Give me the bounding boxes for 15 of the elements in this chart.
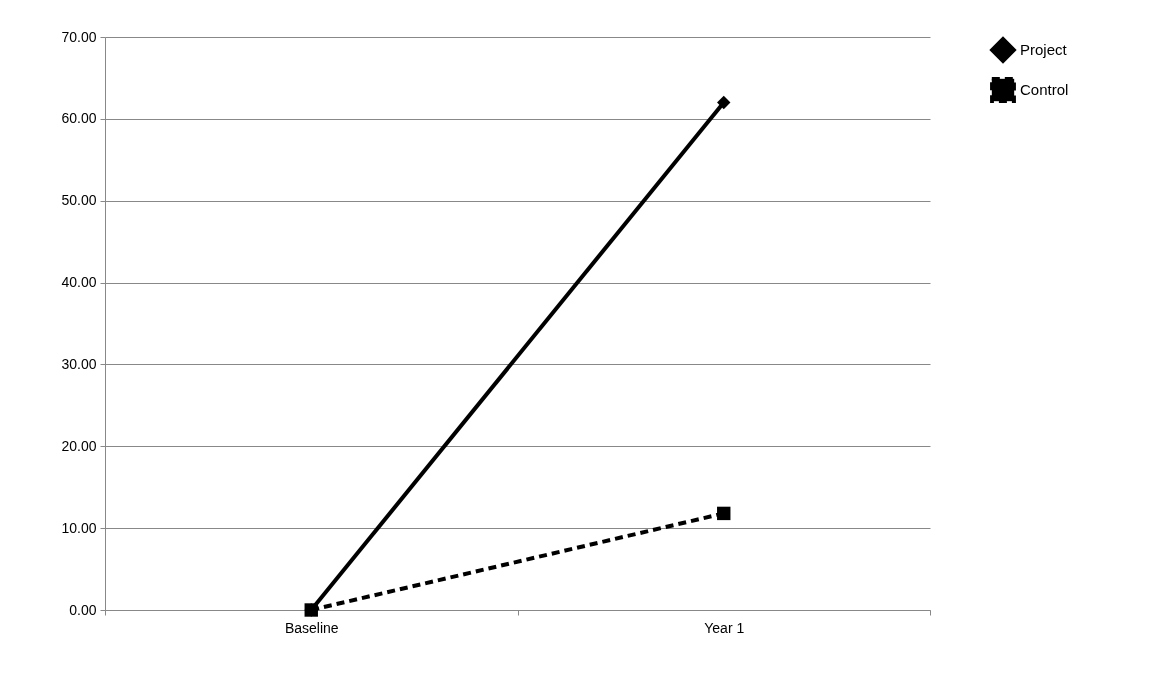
legend-label: Control (1020, 81, 1069, 98)
y-tick-label: 20.00 (61, 437, 97, 454)
y-tick-label: 30.00 (61, 355, 97, 372)
y-tick-label: 40.00 (61, 274, 97, 291)
y-tick-label: 0.00 (69, 601, 97, 618)
x-tick-label: Year 1 (704, 619, 745, 636)
y-tick-label: 10.00 (61, 519, 97, 536)
point (717, 95, 731, 110)
x-tick-label: Baseline (284, 619, 339, 636)
point (717, 506, 731, 521)
point (304, 603, 318, 617)
legend-label: Project (1020, 41, 1068, 58)
y-tick-label: 70.00 (61, 28, 97, 45)
y-tick-label: 60.00 (61, 110, 97, 127)
y-tick-label: 50.00 (61, 192, 97, 209)
